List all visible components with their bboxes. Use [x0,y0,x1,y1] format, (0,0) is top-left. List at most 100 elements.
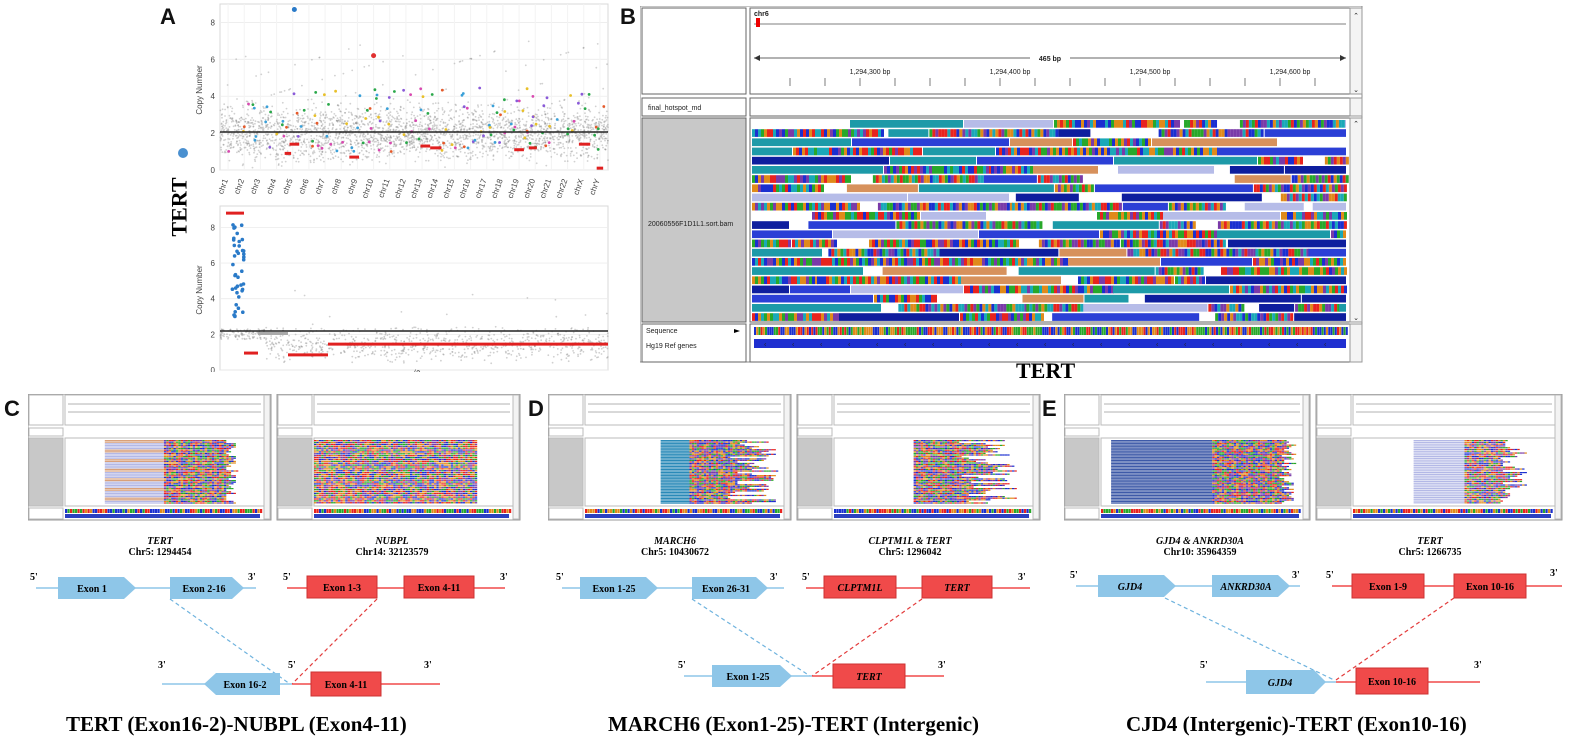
panel-b-igv: final_hotspot_md 20060556F1D1L1.sort.bam… [640,6,1363,363]
xtick: chrX [572,177,586,196]
d-top-right-5prime: 5' [802,572,810,583]
panel-e-igv-thumbnails [1064,394,1563,521]
d-tert [921,575,993,599]
xtick: chr15 [441,177,456,199]
xtick: chr16 [457,177,472,199]
ytick: 4 [211,92,216,101]
c-exon-2-16 [170,577,244,599]
ytick: 2 [211,330,216,339]
xtick: chr9 [346,177,360,195]
fusion-c: 5' 3' Exon 1 Exon 2-16 5' 3' Exon 1-3 Ex… [30,572,508,697]
d-clptm1l [823,575,897,599]
xtick: chr20 [522,177,537,199]
e-fused-3prime: 3' [1474,660,1482,671]
igv-thumbnail [796,394,1041,521]
caption-c: TERT (Exon16-2)-NUBPL (Exon4-11) [66,712,407,736]
e-top-right-5prime: 5' [1326,570,1334,581]
igv-thumbnail [1315,394,1563,521]
xtick: chr6 [297,177,311,195]
fusion-schematics: 5' 3' Exon 1 Exon 2-16 5' 3' Exon 1-3 Ex… [30,568,1562,697]
ruler-tick: 1,294,500 bp [1130,69,1171,76]
c-top-left-3prime: 3' [248,572,256,583]
ytick: 6 [211,259,216,268]
ytick: 8 [211,18,216,27]
ytick: 0 [211,166,216,175]
c-fused-exon-4-11 [310,671,382,697]
bottom-ylabel: Copy Number [196,265,204,315]
d-fused-3prime: 3' [938,660,946,671]
ruler-tick: 1,294,400 bp [990,69,1031,76]
e-fused-gjd4 [1246,670,1326,694]
panel-d-igv-thumbnails [548,394,1041,521]
e-fused-5prime: 5' [1200,660,1208,671]
panel-c-right-title: NUBPL Chr14: 32123579 [355,536,429,558]
cnv-chr5-plot: 0 2 4 6 8 Copy Number chr5 [196,205,609,372]
d-top-right-3prime: 3' [1018,572,1026,583]
panel-b-title: TERT [1016,358,1076,383]
e-top-right-3prime: 3' [1550,568,1558,579]
e-ankrd30a [1212,575,1290,597]
d-top-left-3prime: 3' [770,572,778,583]
xtick: chr22 [554,177,569,199]
panel-e-left-title: GJD4 & ANKRD30A Chr10: 35964359 [1156,536,1244,558]
ytick: 0 [211,366,216,372]
track-bam: 20060556F1D1L1.sort.bam [648,221,733,228]
c-exon-1 [58,577,136,599]
xtick: chr4 [265,177,279,195]
e-exon-10-16 [1453,573,1527,599]
c-exon-4-11 [403,575,475,599]
xtick: chr3 [249,177,263,195]
ytick: 6 [211,55,216,64]
c-top-right-5prime: 5' [283,572,291,583]
e-fused-exon-10-16 [1355,667,1429,695]
caption-e: CJD4 (Intergenic)-TERT (Exon10-16) [1126,712,1467,736]
track-final-hotspot: final_hotspot_md [648,105,701,112]
c-exon-1-3 [306,575,378,599]
xtick: chr10 [360,177,375,199]
xtick: chr21 [538,177,553,199]
xtick: chr1 [216,177,230,195]
e-gjd4 [1098,575,1176,597]
d-top-left-5prime: 5' [556,572,564,583]
xtick: chr18 [489,177,504,199]
igv-thumbnail [28,394,272,521]
top-ylabel: Copy Number [196,65,204,115]
xtick: chr14 [425,177,440,199]
e-top-left-5prime: 5' [1070,570,1078,581]
xtick: chr13 [409,177,424,199]
e-top-left-3prime: 3' [1292,570,1300,581]
xtick: chr5 [281,177,295,195]
ytick: 2 [211,129,216,138]
tert-dot-marker [178,148,188,158]
bottom-xlabel: chr5 [409,368,423,372]
panel-label-d: D [528,396,544,421]
ruler-tick: 1,294,300 bp [850,69,891,76]
xtick: chr17 [473,177,488,199]
c-fused-3prime-left: 3' [158,660,166,671]
c-fused-5prime: 5' [288,660,296,671]
chrom-position-marker [756,18,760,27]
xtick: chr11 [377,177,392,199]
panel-label-a: A [160,4,176,29]
ruler-tick: 1,294,600 bp [1270,69,1311,76]
panel-e-right-title: TERT Chr5: 1266735 [1398,536,1462,558]
panel-label-b: B [620,4,636,29]
d-fused-exon-1-25 [712,665,792,687]
track-refgenes: Hg19 Ref genes [646,343,697,350]
panel-c-igv-thumbnails [28,394,521,521]
xtick: chrY [588,177,602,196]
igv-scrollbar[interactable]: ⌃ ⌄ ⌃ ⌄ [1349,7,1363,363]
panel-d-right-title: CLPTM1L & TERT Chr5: 1296042 [868,536,952,558]
c-top-left-5prime: 5' [30,572,38,583]
c-fused-exon-16-2 [204,673,280,695]
igv-thumbnail [1064,394,1311,521]
igv-thumbnail [276,394,521,521]
span-label: 465 bp [1039,56,1061,63]
xtick: chr8 [329,177,343,195]
d-exon-1-25 [580,577,658,599]
d-fused-tert [832,663,906,689]
e-exon-1-9 [1351,573,1425,599]
fusion-d: 5' 3' Exon 1-25 Exon 26-31 5' 3' CLPTM1L… [556,572,1030,689]
